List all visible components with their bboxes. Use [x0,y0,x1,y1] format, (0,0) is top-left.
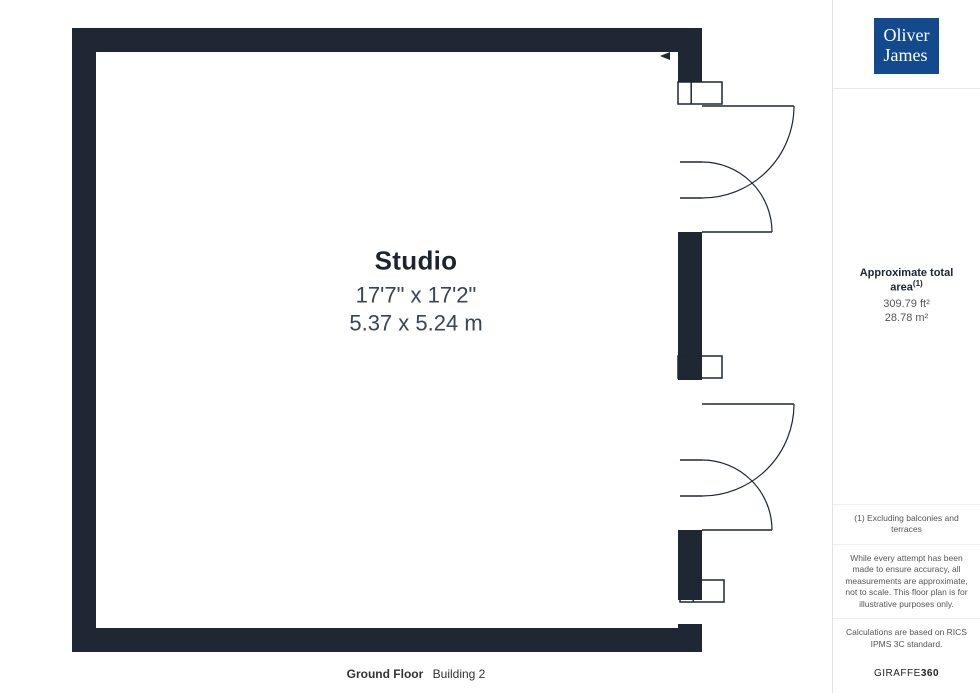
sidebar: Oliver James Approximate total area(1) 3… [832,0,980,693]
building-label: Building 2 [433,667,486,681]
brand-footer: GIRAFFE360 [833,658,980,693]
floor-label: Ground Floor [347,667,424,681]
area-title: Approximate total area(1) [843,267,970,294]
area-block: Approximate total area(1) 309.79 ft² 28.… [833,267,980,326]
room-label: Studio 17'7" x 17'2" 5.37 x 5.24 m [349,246,482,337]
logo-box: Oliver James [833,0,980,89]
agency-logo: Oliver James [874,18,940,74]
disclaimer: While every attempt has been made to ens… [833,544,980,618]
footnote: (1) Excluding balconies and terraces [833,504,980,544]
brand-suffix: 360 [921,668,939,679]
floorplan-canvas: Studio 17'7" x 17'2" 5.37 x 5.24 m Groun… [0,0,832,693]
brand-prefix: GIRAFFE [874,668,921,679]
area-m: 28.78 m² [843,312,970,324]
calc-note: Calculations are based on RICS IPMS 3C s… [833,618,980,658]
room-name: Studio [349,246,482,277]
logo-line-2: James [884,46,930,66]
area-ft: 309.79 ft² [843,298,970,310]
floor-caption: Ground Floor Building 2 [347,667,486,681]
room-dim-metric: 5.37 x 5.24 m [349,311,482,337]
room-dim-imperial: 17'7" x 17'2" [349,283,482,309]
floorplan-svg [0,0,832,693]
logo-line-1: Oliver [884,26,930,46]
